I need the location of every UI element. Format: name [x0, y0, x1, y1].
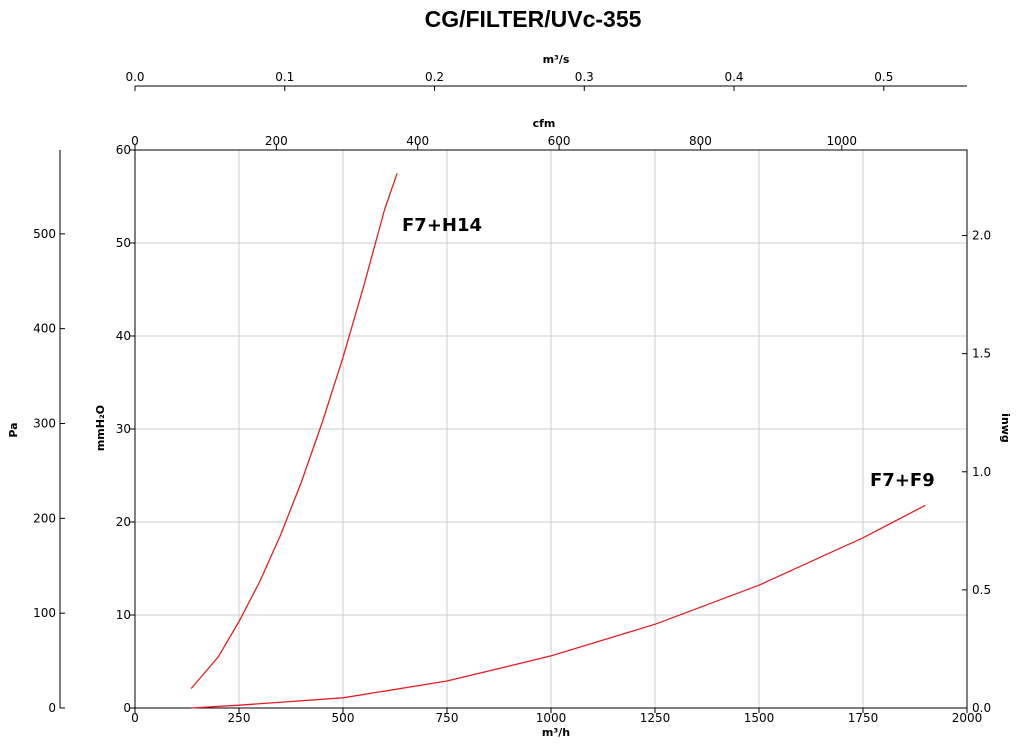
series-line-f7-h14 [190, 173, 398, 689]
pa-tick-label: 100 [33, 606, 56, 620]
m3s-tick-label: 0.2 [425, 70, 444, 84]
cfm-tick-label: 1000 [827, 134, 858, 148]
m3s-tick-label: 0.5 [874, 70, 893, 84]
m3s-ticks: 0.0 0.1 0.2 0.3 0.4 0.5 [125, 70, 893, 91]
inwg-tick-label: 1.0 [972, 465, 991, 479]
m3h-tick-label: 250 [228, 711, 251, 725]
mmh2o-axis-label: mmH₂O [94, 405, 107, 451]
series-group [190, 173, 926, 709]
cfm-tick-label: 400 [406, 134, 429, 148]
m3h-tick-label: 0 [131, 711, 139, 725]
mmh2o-tick-label: 30 [116, 422, 131, 436]
m3h-tick-label: 1250 [640, 711, 671, 725]
mmh2o-ticks: 0 10 20 30 40 50 60 [116, 143, 135, 715]
cfm-tick-label: 200 [265, 134, 288, 148]
pa-tick-label: 200 [33, 511, 56, 525]
pa-tick-label: 0 [48, 701, 56, 715]
m3h-tick-label: 2000 [952, 711, 983, 725]
pa-tick-label: 300 [33, 416, 56, 430]
m3h-tick-label: 1750 [848, 711, 879, 725]
cfm-axis-label: cfm [533, 117, 556, 130]
cfm-tick-label: 0 [131, 134, 139, 148]
m3s-tick-label: 0.1 [275, 70, 294, 84]
inwg-ticks: 0.0 0.5 1.0 1.5 2.0 [962, 229, 991, 715]
pa-tick-label: 400 [33, 322, 56, 336]
series-label-f7-h14: F7+H14 [402, 215, 482, 236]
mmh2o-tick-label: 50 [116, 236, 131, 250]
mmh2o-tick-label: 10 [116, 608, 131, 622]
m3s-tick-label: 0.3 [575, 70, 594, 84]
inwg-tick-label: 2.0 [972, 229, 991, 243]
m3h-axis-label: m³/h [542, 726, 570, 739]
chart-title: CG/FILTER/UVc-355 [425, 6, 642, 32]
pa-ticks: 0 100 200 300 400 500 [33, 227, 65, 715]
m3h-ticks: 0 250 500 750 1000 1250 1500 1750 2000 [131, 708, 982, 725]
m3h-tick-label: 500 [332, 711, 355, 725]
m3h-tick-label: 1500 [744, 711, 775, 725]
m3h-tick-label: 750 [436, 711, 459, 725]
series-label-f7-f9: F7+F9 [870, 470, 935, 491]
series-line-f7-f9 [191, 504, 926, 709]
mmh2o-tick-label: 20 [116, 515, 131, 529]
pa-axis-label: Pa [7, 422, 20, 437]
mmh2o-tick-label: 0 [123, 701, 131, 715]
pa-tick-label: 500 [33, 227, 56, 241]
m3s-tick-label: 0.0 [125, 70, 144, 84]
inwg-tick-label: 1.5 [972, 347, 991, 361]
mmh2o-tick-label: 60 [116, 143, 131, 157]
m3h-tick-label: 1000 [536, 711, 567, 725]
m3s-axis-label: m³/s [543, 53, 570, 66]
grid-lines [134, 149, 968, 709]
inwg-tick-label: 0.0 [972, 701, 991, 715]
mmh2o-tick-label: 40 [116, 329, 131, 343]
inwg-axis-label: inwg [999, 413, 1012, 443]
inwg-tick-label: 0.5 [972, 583, 991, 597]
cfm-ticks: 0 200 400 600 800 1000 [131, 134, 857, 150]
cfm-tick-label: 600 [548, 134, 571, 148]
cfm-tick-label: 800 [689, 134, 712, 148]
m3s-tick-label: 0.4 [724, 70, 743, 84]
